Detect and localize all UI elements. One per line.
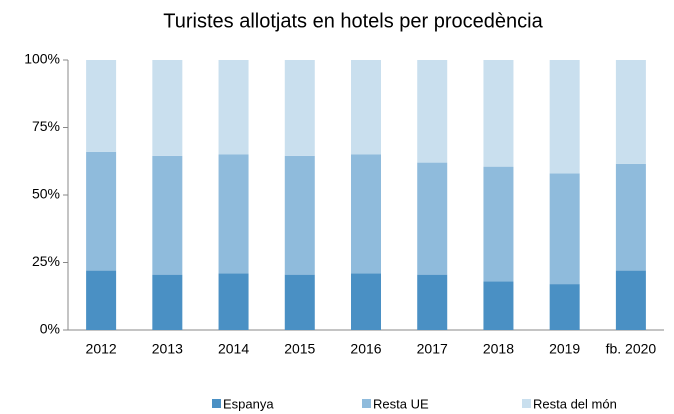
bar-segment	[351, 154, 381, 274]
bar-segment	[615, 270, 646, 330]
x-tick-label: 2019	[549, 341, 580, 357]
y-tick-label: 100%	[24, 51, 60, 67]
bar-segment	[615, 60, 646, 164]
x-tick-label: 2014	[218, 341, 249, 357]
bar-segment	[218, 273, 249, 330]
bar-segment	[218, 60, 249, 155]
x-tick-label: fb. 2020	[606, 341, 657, 357]
legend-swatch	[212, 399, 221, 408]
legend-swatch	[522, 399, 531, 408]
chart-title: Turistes allotjats en hotels per procedè…	[163, 10, 543, 32]
x-tick-label: 2017	[417, 341, 448, 357]
x-tick-label: 2012	[86, 341, 117, 357]
bar-segment	[284, 274, 315, 330]
x-tick-label: 2016	[350, 341, 381, 357]
y-tick-label: 0%	[40, 321, 60, 337]
y-tick-label: 50%	[32, 186, 60, 202]
bar-segment	[152, 155, 183, 275]
bar-segment	[483, 281, 514, 330]
bar-segment	[549, 173, 580, 285]
legend-label: Resta UE	[373, 396, 429, 411]
legend-swatch	[362, 399, 371, 408]
y-tick-label: 75%	[32, 118, 60, 134]
bar-segment	[417, 162, 448, 275]
bar-segment	[417, 60, 448, 163]
bar-segment	[86, 151, 117, 271]
legend-label: Espanya	[223, 396, 274, 411]
bar-segment	[152, 274, 183, 330]
bar-segment	[351, 60, 381, 155]
bar-segment	[86, 60, 117, 152]
bar-segment	[615, 163, 646, 271]
y-tick-label: 25%	[32, 253, 60, 269]
bar-segment	[417, 274, 448, 330]
bar-segment	[284, 155, 315, 275]
bar-segment	[218, 154, 249, 274]
bar-segment	[549, 284, 580, 330]
bar-segment	[351, 273, 381, 330]
x-tick-label: 2018	[483, 341, 514, 357]
legend-label: Resta del món	[533, 396, 617, 411]
bar-segment	[549, 60, 580, 174]
bar-segment	[483, 60, 514, 167]
x-tick-label: 2015	[284, 341, 315, 357]
x-tick-label: 2013	[152, 341, 183, 357]
bar-segment	[483, 166, 514, 282]
bar-segment	[152, 60, 183, 156]
bar-segment	[86, 270, 117, 330]
bar-segment	[284, 60, 315, 156]
